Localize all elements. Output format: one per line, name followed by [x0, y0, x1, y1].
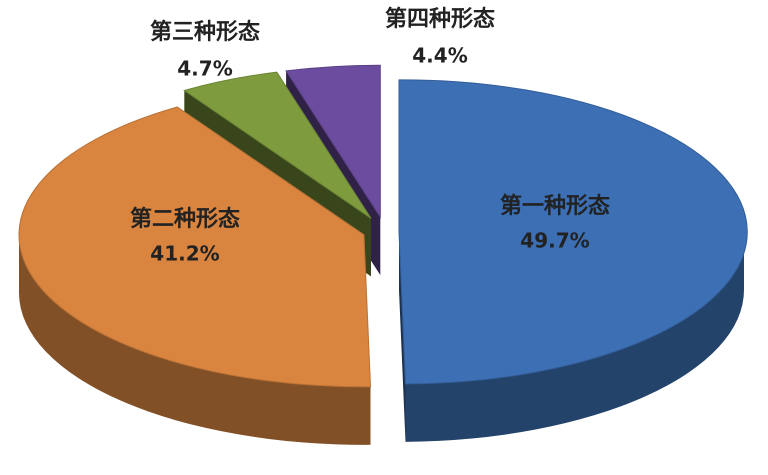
value-label: 41.2% — [150, 242, 219, 266]
slice-label: 第四种形态 — [385, 6, 495, 32]
slice-label: 第一种形态 — [500, 193, 610, 219]
slice-side — [405, 231, 745, 442]
value-label: 49.7% — [520, 229, 589, 253]
slice — [18, 106, 372, 388]
slice-label: 第二种形态 — [130, 206, 240, 232]
slice — [398, 79, 748, 385]
slice-edge — [398, 231, 406, 442]
slice-label: 第三种形态 — [150, 19, 260, 45]
value-label: 4.7% — [177, 57, 232, 81]
slice — [183, 71, 372, 219]
slice-side — [18, 234, 371, 445]
slice — [285, 64, 381, 219]
value-label: 4.4% — [412, 44, 467, 68]
